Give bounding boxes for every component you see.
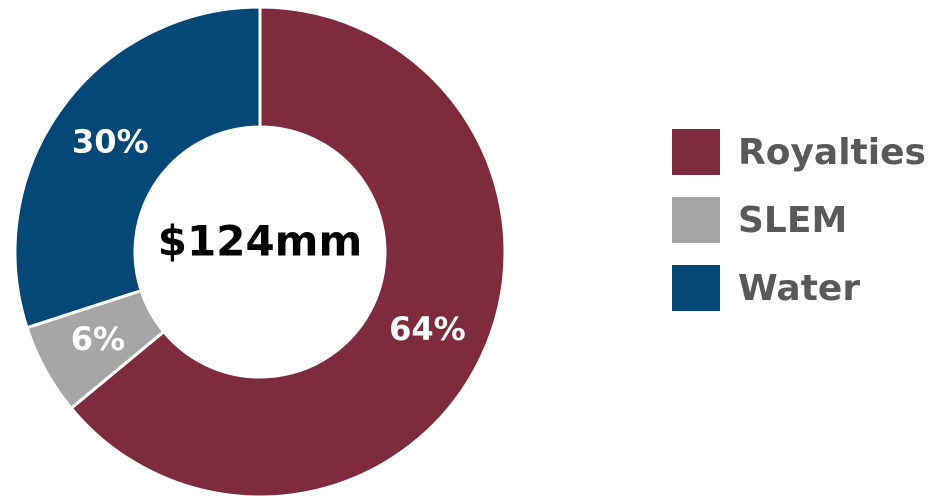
slice-water — [13, 5, 262, 330]
legend-label-water: Water — [738, 267, 861, 309]
legend-swatch-royalties — [672, 129, 720, 175]
slice-label-water: 30% — [72, 122, 149, 160]
legend: Royalties SLEM Water — [672, 129, 926, 333]
center-total-label: $124mm — [158, 217, 362, 266]
donut-slices — [13, 5, 507, 497]
legend-swatch-water — [672, 265, 720, 311]
slice-label-royalties: 64% — [389, 310, 466, 348]
donut-chart: 64% 6% 30% $124mm — [13, 5, 507, 497]
legend-item-royalties: Royalties — [672, 129, 926, 175]
legend-label-royalties: Royalties — [738, 131, 926, 173]
legend-item-slem: SLEM — [672, 197, 926, 243]
legend-label-slem: SLEM — [738, 199, 848, 241]
slice-royalties — [69, 5, 507, 497]
legend-swatch-slem — [672, 197, 720, 243]
slice-labels: 64% 6% 30% — [71, 122, 466, 358]
legend-item-water: Water — [672, 265, 926, 311]
slice-label-slem: 6% — [71, 320, 125, 358]
